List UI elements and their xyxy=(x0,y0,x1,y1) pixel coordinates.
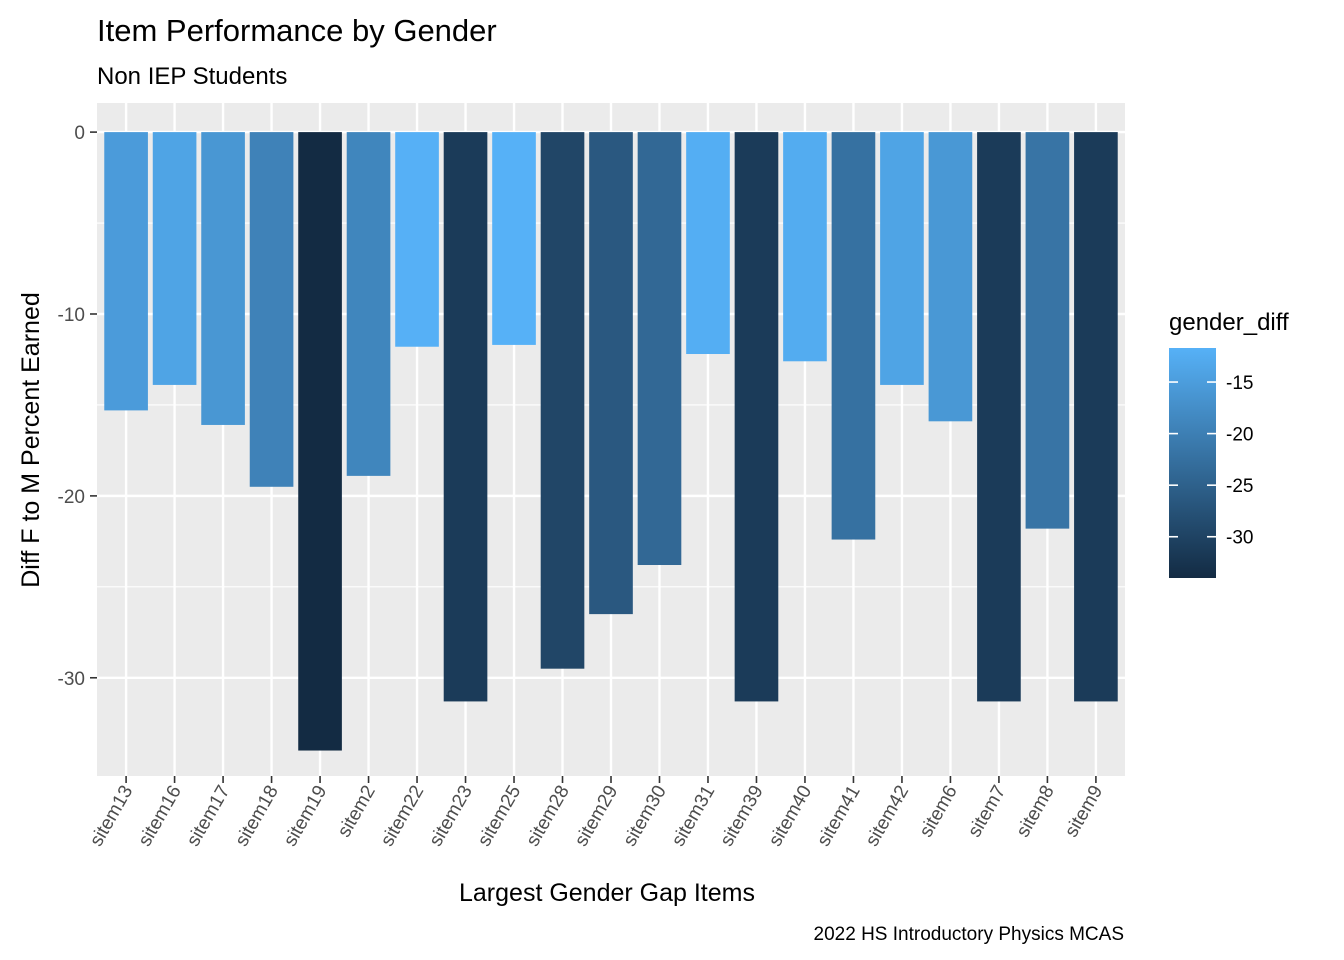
x-tick-label: sitem39 xyxy=(716,782,767,850)
x-tick-label: sitem40 xyxy=(765,782,816,850)
color-legend: gender_diff -15 -20 -25 -30 xyxy=(1169,309,1289,578)
x-tick-label: sitem23 xyxy=(425,782,476,850)
bar-sitem6 xyxy=(928,132,973,422)
x-tick-label: sitem16 xyxy=(134,782,185,850)
x-tick-label: sitem17 xyxy=(183,782,234,850)
chart-caption: 2022 HS Introductory Physics MCAS xyxy=(814,924,1124,945)
bar-sitem19 xyxy=(298,132,342,751)
bar-sitem28 xyxy=(540,132,585,669)
y-tick-label: 0 xyxy=(74,123,85,144)
x-tick-label: sitem13 xyxy=(86,782,137,850)
bar-sitem25 xyxy=(492,132,536,345)
bars xyxy=(104,132,1118,751)
y-axis-title: Diff F to M Percent Earned xyxy=(17,292,45,588)
bar-sitem29 xyxy=(589,132,633,615)
x-tick-label: sitem41 xyxy=(813,782,864,850)
y-tick-label: -30 xyxy=(58,669,85,690)
x-tick-label: sitem29 xyxy=(571,782,622,850)
y-tick-label: -10 xyxy=(58,305,85,326)
x-tick-label: sitem30 xyxy=(619,782,670,850)
bar-sitem16 xyxy=(152,132,197,385)
bar-sitem42 xyxy=(880,132,924,385)
bar-sitem30 xyxy=(637,132,682,566)
legend-tick-label: -25 xyxy=(1226,476,1253,497)
bar-sitem39 xyxy=(734,132,779,702)
x-tick-label: sitem42 xyxy=(862,782,913,850)
bar-sitem40 xyxy=(783,132,827,362)
bar-sitem9 xyxy=(1074,132,1118,702)
bar-sitem8 xyxy=(1025,132,1070,529)
x-tick-label: sitem28 xyxy=(522,782,573,850)
bar-sitem18 xyxy=(249,132,294,487)
x-axis-title: Largest Gender Gap Items xyxy=(459,879,755,907)
legend-title: gender_diff xyxy=(1169,309,1289,336)
bar-sitem13 xyxy=(104,132,148,411)
legend-tick-label: -20 xyxy=(1226,425,1253,446)
x-tick-label: sitem31 xyxy=(668,782,719,850)
legend-tick-label: -30 xyxy=(1226,528,1253,549)
x-tick-label: sitem25 xyxy=(474,782,525,850)
bar-sitem31 xyxy=(686,132,730,355)
x-tick-label: sitem19 xyxy=(280,782,331,850)
bar-sitem22 xyxy=(395,132,439,347)
chart-title: Item Performance by Gender xyxy=(97,13,497,48)
y-tick-label: -20 xyxy=(58,487,85,508)
y-axis: 0 -10 -20 -30 xyxy=(58,123,97,690)
x-tick-label: sitem9 xyxy=(1061,782,1107,841)
bar-sitem23 xyxy=(443,132,488,702)
legend-colorbar xyxy=(1169,348,1216,578)
bar-sitem17 xyxy=(201,132,245,425)
x-tick-label: sitem6 xyxy=(916,782,962,841)
legend-ticks: -15 -20 -25 -30 xyxy=(1169,373,1253,549)
x-tick-label: sitem18 xyxy=(231,782,282,850)
bar-sitem41 xyxy=(831,132,876,540)
chart-subtitle: Non IEP Students xyxy=(97,63,287,90)
x-tick-label: sitem2 xyxy=(334,782,380,841)
bar-sitem2 xyxy=(346,132,391,476)
legend-tick-label: -15 xyxy=(1226,373,1253,394)
x-tick-label: sitem8 xyxy=(1013,782,1059,841)
x-tick-label: sitem22 xyxy=(377,782,428,850)
bar-sitem7 xyxy=(977,132,1021,702)
x-tick-label: sitem7 xyxy=(964,782,1010,841)
